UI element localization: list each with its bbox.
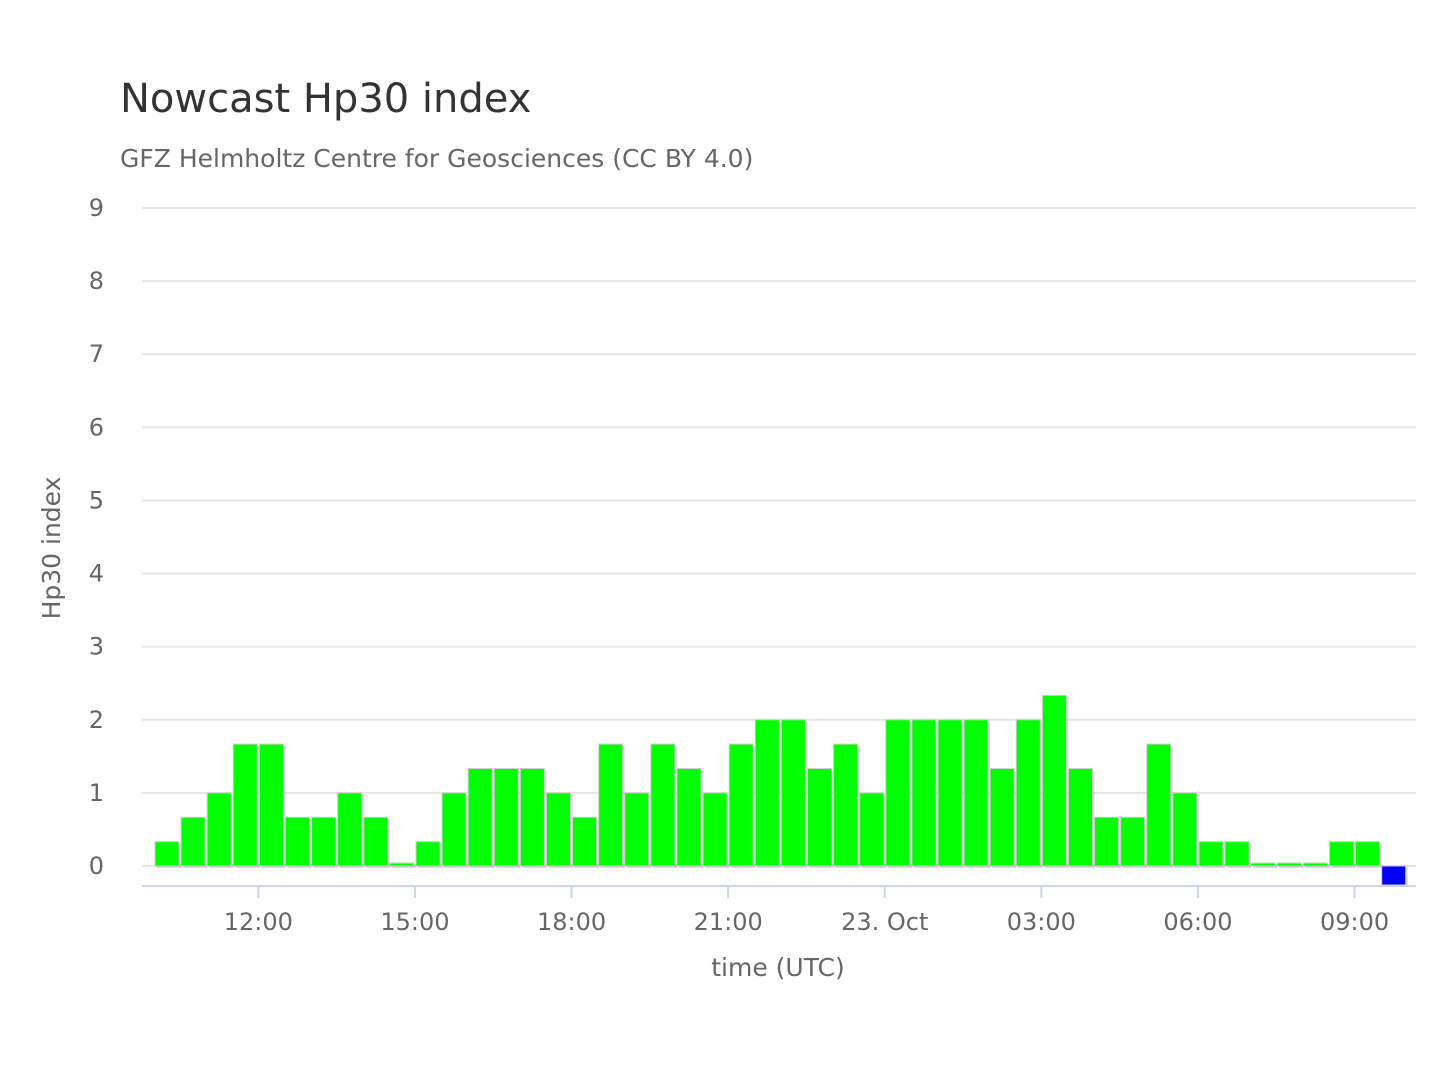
bar[interactable] bbox=[154, 841, 180, 867]
bar[interactable] bbox=[624, 792, 650, 867]
y-tick-label: 2 bbox=[89, 706, 104, 734]
bar[interactable] bbox=[598, 743, 624, 867]
bars bbox=[154, 694, 1408, 887]
nowcast-bar[interactable] bbox=[1381, 865, 1407, 886]
bar[interactable] bbox=[206, 792, 232, 867]
y-tick-label: 1 bbox=[89, 779, 104, 807]
bar-shadow bbox=[1305, 865, 1330, 868]
x-tick-label: 09:00 bbox=[1320, 908, 1389, 936]
bar[interactable] bbox=[337, 792, 363, 867]
bar[interactable] bbox=[1224, 841, 1250, 867]
bar[interactable] bbox=[1041, 694, 1067, 867]
bar[interactable] bbox=[1250, 862, 1276, 867]
bar[interactable] bbox=[1198, 841, 1224, 867]
chart-title: Nowcast Hp30 index bbox=[120, 76, 532, 122]
bar[interactable] bbox=[780, 719, 806, 867]
bar[interactable] bbox=[1146, 743, 1172, 867]
bar[interactable] bbox=[389, 862, 415, 867]
bar[interactable] bbox=[493, 768, 519, 867]
bar[interactable] bbox=[728, 743, 754, 867]
bar[interactable] bbox=[1015, 719, 1041, 867]
bar[interactable] bbox=[963, 719, 989, 867]
bar[interactable] bbox=[311, 816, 337, 867]
bar-shadow bbox=[1253, 865, 1278, 868]
chart-subtitle: GFZ Helmholtz Centre for Geosciences (CC… bbox=[120, 144, 754, 173]
y-tick-label: 3 bbox=[89, 633, 104, 661]
y-tick-label: 8 bbox=[89, 267, 104, 295]
bar[interactable] bbox=[911, 719, 937, 867]
bar[interactable] bbox=[937, 719, 963, 867]
bar[interactable] bbox=[1120, 816, 1146, 867]
x-axis-title: time (UTC) bbox=[711, 953, 845, 982]
bar[interactable] bbox=[807, 768, 832, 867]
bar[interactable] bbox=[415, 841, 441, 867]
bar[interactable] bbox=[859, 792, 885, 867]
bar[interactable] bbox=[650, 743, 676, 867]
bar[interactable] bbox=[989, 768, 1015, 867]
bar[interactable] bbox=[1094, 816, 1120, 867]
bar[interactable] bbox=[885, 719, 911, 867]
bar[interactable] bbox=[1302, 862, 1328, 867]
bar[interactable] bbox=[1276, 862, 1302, 867]
bar[interactable] bbox=[754, 719, 780, 867]
x-tick-label: 12:00 bbox=[224, 908, 293, 936]
bar[interactable] bbox=[1329, 841, 1354, 867]
bar-shadow bbox=[391, 865, 416, 868]
bar[interactable] bbox=[232, 743, 258, 867]
y-tick-label: 9 bbox=[89, 194, 104, 222]
bar[interactable] bbox=[285, 816, 310, 867]
y-tick-label: 5 bbox=[89, 486, 104, 514]
bar[interactable] bbox=[546, 792, 571, 867]
x-tick-label: 23. Oct bbox=[841, 908, 928, 936]
bar[interactable] bbox=[363, 816, 389, 867]
bar[interactable] bbox=[258, 743, 284, 867]
bar[interactable] bbox=[467, 768, 493, 867]
bar[interactable] bbox=[702, 792, 728, 867]
y-axis-ticks: 0 1 2 3 4 5 6 7 8 9 bbox=[89, 194, 104, 880]
x-axis-ticks: 12:00 15:00 18:00 21:00 23. Oct 03:00 06:00 09:… bbox=[224, 886, 1389, 936]
x-tick-label: 18:00 bbox=[537, 908, 606, 936]
bar[interactable] bbox=[1355, 841, 1381, 867]
bar[interactable] bbox=[676, 768, 702, 867]
y-tick-label: 0 bbox=[89, 852, 104, 880]
x-tick-label: 15:00 bbox=[380, 908, 449, 936]
bar[interactable] bbox=[572, 816, 598, 867]
bar[interactable] bbox=[519, 768, 545, 867]
bar-shadow bbox=[1279, 865, 1304, 868]
bar[interactable] bbox=[833, 743, 859, 867]
y-tick-label: 7 bbox=[89, 340, 104, 368]
bar[interactable] bbox=[1068, 768, 1093, 867]
bar[interactable] bbox=[441, 792, 467, 867]
y-axis-title: Hp30 index bbox=[37, 477, 66, 620]
x-tick-label: 21:00 bbox=[694, 908, 763, 936]
y-tick-label: 4 bbox=[89, 560, 104, 588]
bar[interactable] bbox=[180, 816, 206, 867]
x-tick-label: 03:00 bbox=[1007, 908, 1076, 936]
x-tick-label: 06:00 bbox=[1163, 908, 1232, 936]
y-tick-label: 6 bbox=[89, 413, 104, 441]
bar[interactable] bbox=[1172, 792, 1198, 867]
